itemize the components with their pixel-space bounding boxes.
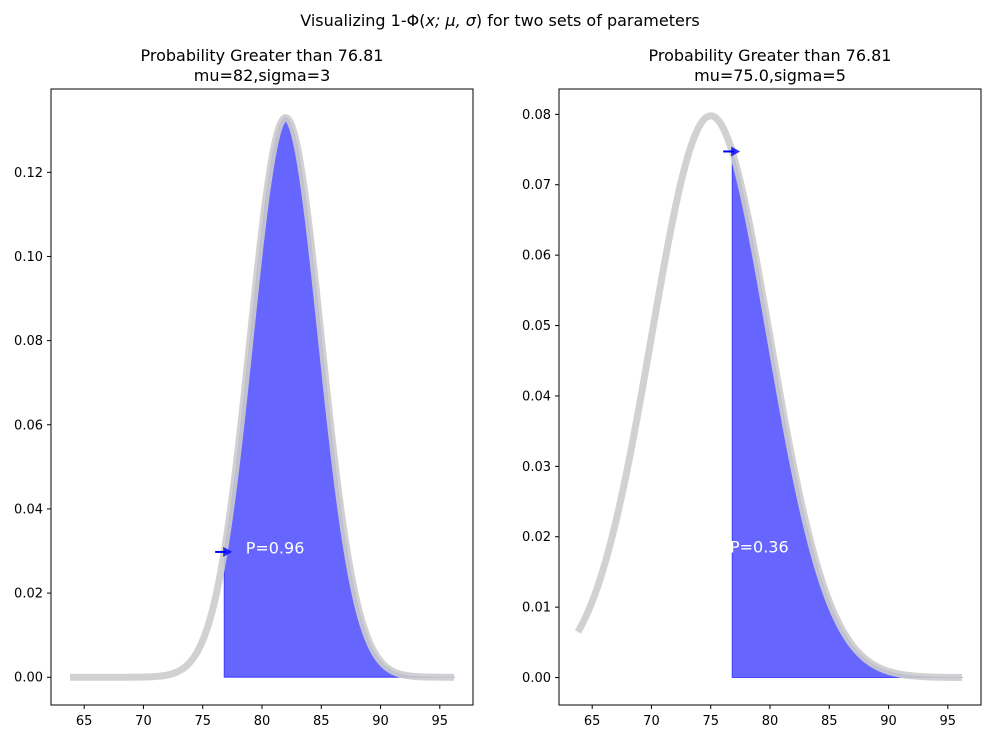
x-tick-label: 75: [702, 714, 719, 729]
x-tick-label: 85: [821, 714, 838, 729]
x-tick-label: 95: [940, 714, 957, 729]
y-tick-label: 0.00: [14, 671, 43, 686]
y-tick-label: 0.12: [14, 166, 43, 181]
y-tick-label: 0.01: [522, 601, 551, 616]
y-tick-label: 0.04: [14, 502, 43, 517]
pdf-curve: [67, 114, 457, 681]
subplot-title-line1: Probability Greater than 76.81: [649, 46, 892, 65]
x-tick-label: 80: [762, 714, 779, 729]
x-tick-label: 90: [880, 714, 897, 729]
probability-area: [731, 151, 963, 679]
left-subplot: Probability Greater than 76.81mu=82,sigm…: [14, 46, 474, 729]
y-tick-label: 0.00: [522, 671, 551, 686]
y-tick-label: 0.02: [14, 587, 43, 602]
pdf-curve: [574, 112, 965, 681]
threshold-arrow-icon: [731, 146, 741, 157]
figure-suptitle: Visualizing 1-Φ(x; μ, σ) for two sets of…: [300, 11, 700, 30]
y-tick-label: 0.08: [14, 334, 43, 349]
y-tick-label: 0.06: [14, 418, 43, 433]
subplot-title-line1: Probability Greater than 76.81: [141, 46, 384, 65]
y-tick-label: 0.04: [522, 389, 551, 404]
y-tick-label: 0.08: [522, 108, 551, 123]
subplot-title-line2: mu=82,sigma=3: [194, 66, 331, 85]
right-subplot: Probability Greater than 76.81mu=75.0,si…: [522, 46, 982, 729]
y-tick-label: 0.03: [522, 460, 551, 475]
y-tick-label: 0.06: [522, 249, 551, 264]
suptitle-math: x; μ, σ: [424, 11, 476, 30]
y-tick-label: 0.05: [522, 319, 551, 334]
x-tick-label: 95: [432, 714, 449, 729]
x-tick-label: 70: [135, 714, 152, 729]
threshold-arrow-icon: [223, 546, 233, 557]
probability-label: P=0.96: [246, 538, 305, 557]
x-tick-label: 70: [643, 714, 660, 729]
probability-label: P=0.36: [730, 538, 789, 557]
y-tick-label: 0.10: [14, 250, 43, 265]
suptitle-suffix: ) for two sets of parameters: [476, 11, 700, 30]
subplot-title-line2: mu=75.0,sigma=5: [694, 66, 846, 85]
y-tick-label: 0.07: [522, 178, 551, 193]
plot-area: [574, 112, 965, 681]
x-tick-label: 90: [372, 714, 389, 729]
x-tick-label: 85: [313, 714, 330, 729]
plot-area: [67, 114, 457, 681]
x-tick-label: 75: [194, 714, 211, 729]
probability-area: [223, 117, 455, 678]
x-tick-label: 65: [584, 714, 601, 729]
x-tick-label: 65: [76, 714, 93, 729]
y-tick-label: 0.02: [522, 530, 551, 545]
x-tick-label: 80: [254, 714, 271, 729]
suptitle-prefix: Visualizing 1-Φ(: [300, 11, 425, 30]
